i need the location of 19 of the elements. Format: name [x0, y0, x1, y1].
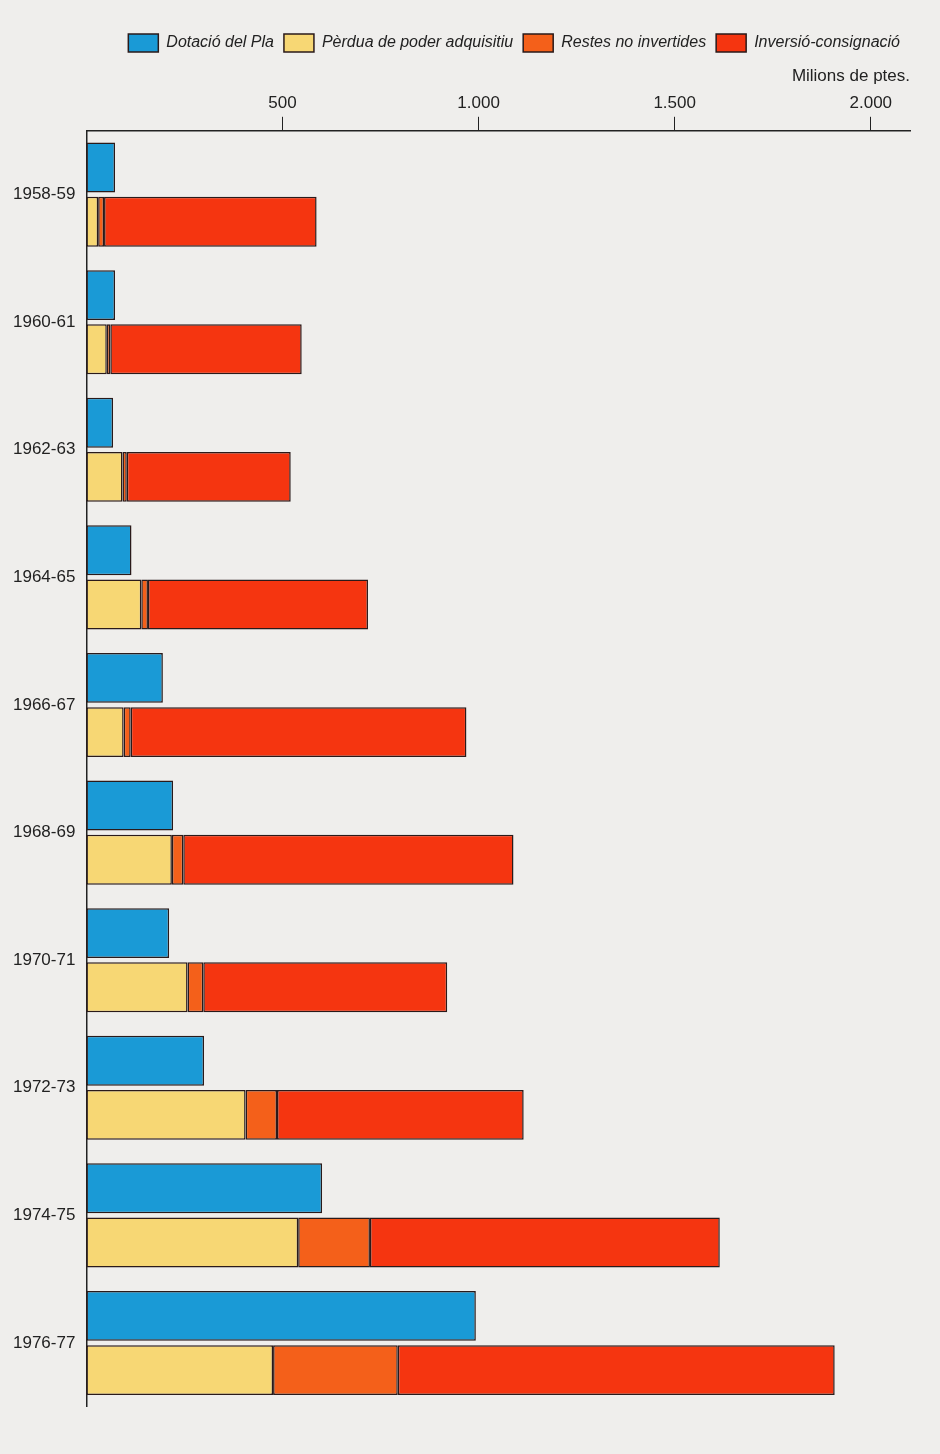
y-tick-label: 1974-75 [13, 1205, 76, 1225]
x-tick-label: 1.000 [457, 93, 500, 113]
y-tick-label: 1962-63 [13, 439, 76, 459]
y-tick-label: 1976-77 [13, 1332, 76, 1352]
legend-label: Dotació del Pla [166, 33, 275, 51]
x-tick-label: 2.000 [849, 93, 893, 113]
legend-label: Restes no invertides [561, 33, 707, 51]
legend-label: Pèrdua de poder adquisitiu [321, 33, 514, 51]
y-tick-label: 1964-65 [13, 567, 76, 587]
y-tick-label: 1968-69 [13, 822, 76, 842]
y-tick-label: 1970-71 [13, 949, 76, 969]
x-axis-title: Milions de ptes. [791, 65, 910, 85]
y-tick-label: 1960-61 [13, 311, 76, 331]
x-tick-label: 500 [268, 93, 297, 113]
y-tick-label: 1958-59 [13, 184, 76, 204]
y-tick-label: 1966-67 [13, 694, 76, 714]
legend-label: Inversió-consignació [754, 33, 901, 51]
x-tick-label: 1.500 [653, 93, 696, 113]
y-tick-label: 1972-73 [13, 1077, 76, 1097]
